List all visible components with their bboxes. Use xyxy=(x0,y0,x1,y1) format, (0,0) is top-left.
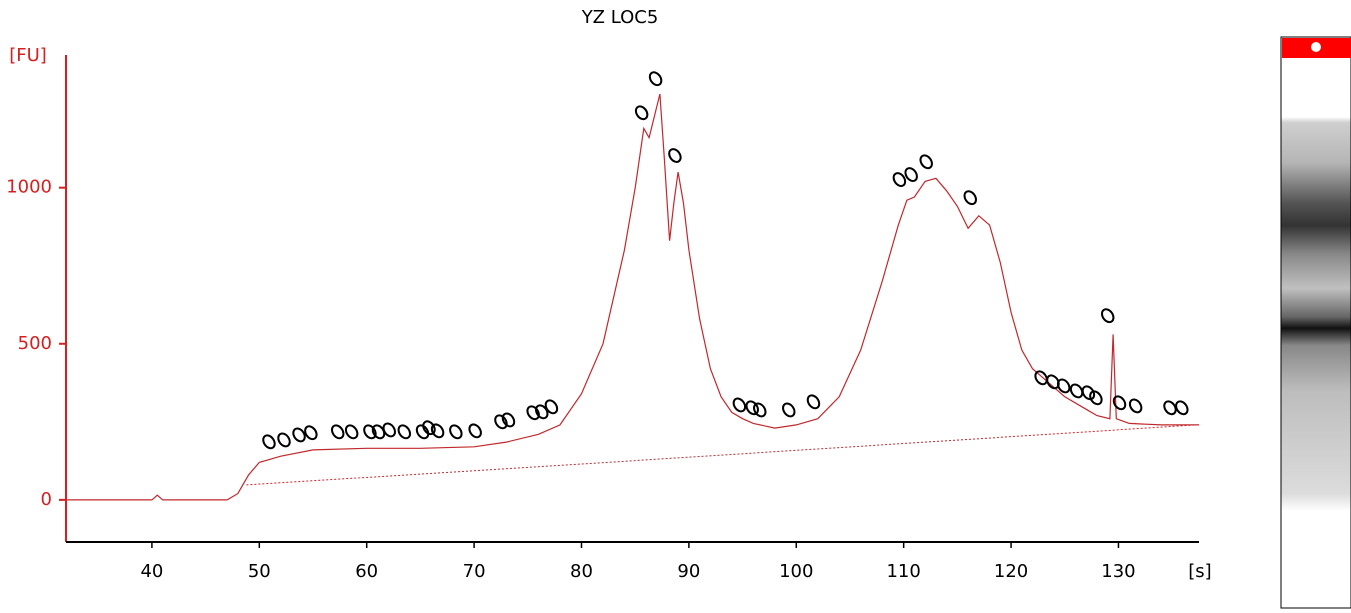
peak-marker xyxy=(745,400,759,416)
x-tick-label: 80 xyxy=(570,561,593,582)
peak-marker xyxy=(668,148,682,163)
peak-marker xyxy=(544,399,559,415)
x-tick-label: 40 xyxy=(140,561,163,582)
peak-marker xyxy=(304,425,318,441)
x-tick-label: 110 xyxy=(886,561,920,582)
peak-marker xyxy=(397,424,412,440)
x-tick-label: 120 xyxy=(994,561,1028,582)
baseline xyxy=(246,424,1196,486)
peak-marker xyxy=(806,394,821,410)
peak-marker xyxy=(1112,395,1127,411)
y-tick-label: 0 xyxy=(41,489,52,510)
peak-marker xyxy=(782,402,796,418)
peak-marker xyxy=(1046,374,1060,390)
peak-marker xyxy=(415,424,430,440)
peak-marker xyxy=(262,434,276,450)
peak-marker xyxy=(430,423,445,439)
peak-marker xyxy=(732,397,747,413)
peak-marker xyxy=(904,167,918,182)
peak-marker xyxy=(526,405,540,421)
peak-marker xyxy=(277,432,291,448)
peak-marker xyxy=(1175,400,1189,416)
peak-marker xyxy=(1089,390,1103,406)
peak-marker xyxy=(330,424,345,440)
peak-marker xyxy=(1100,308,1115,324)
peak-marker xyxy=(382,422,396,438)
peak-marker xyxy=(753,402,767,418)
x-tick-label: 90 xyxy=(677,561,700,582)
x-tick-label: 100 xyxy=(779,561,813,582)
chart-title: YZ LOC5 xyxy=(581,7,659,28)
peak-marker xyxy=(1128,398,1143,414)
peak-marker xyxy=(963,190,977,206)
peak-marker xyxy=(648,71,663,87)
peak-marker xyxy=(634,105,649,121)
peak-marker xyxy=(1069,383,1084,399)
x-tick-label: 70 xyxy=(463,561,486,582)
peak-marker xyxy=(535,404,549,420)
peak-marker xyxy=(1056,378,1071,394)
trace xyxy=(66,93,1199,501)
peak-marker xyxy=(449,424,463,440)
peak-marker xyxy=(494,414,508,430)
y-tick-label: 1000 xyxy=(6,177,52,198)
peak-marker xyxy=(1034,370,1048,386)
peak-marker xyxy=(1163,400,1177,416)
y-axis-label: [FU] xyxy=(9,45,47,66)
peak-marker xyxy=(292,427,306,443)
gel-lane xyxy=(1280,36,1351,609)
x-tick-label: 60 xyxy=(355,561,378,582)
peak-marker xyxy=(344,424,359,440)
peak-marker xyxy=(501,412,516,428)
peak-marker xyxy=(1081,385,1096,401)
peak-marker xyxy=(363,424,377,440)
x-tick-label: 130 xyxy=(1101,561,1135,582)
gel-marker xyxy=(1311,42,1321,52)
y-tick-label: 500 xyxy=(18,333,52,354)
x-tick-label: 50 xyxy=(248,561,271,582)
peak-marker xyxy=(892,172,907,187)
peak-marker xyxy=(919,154,933,170)
peak-marker xyxy=(468,423,482,439)
x-axis-label: [s] xyxy=(1188,561,1211,582)
